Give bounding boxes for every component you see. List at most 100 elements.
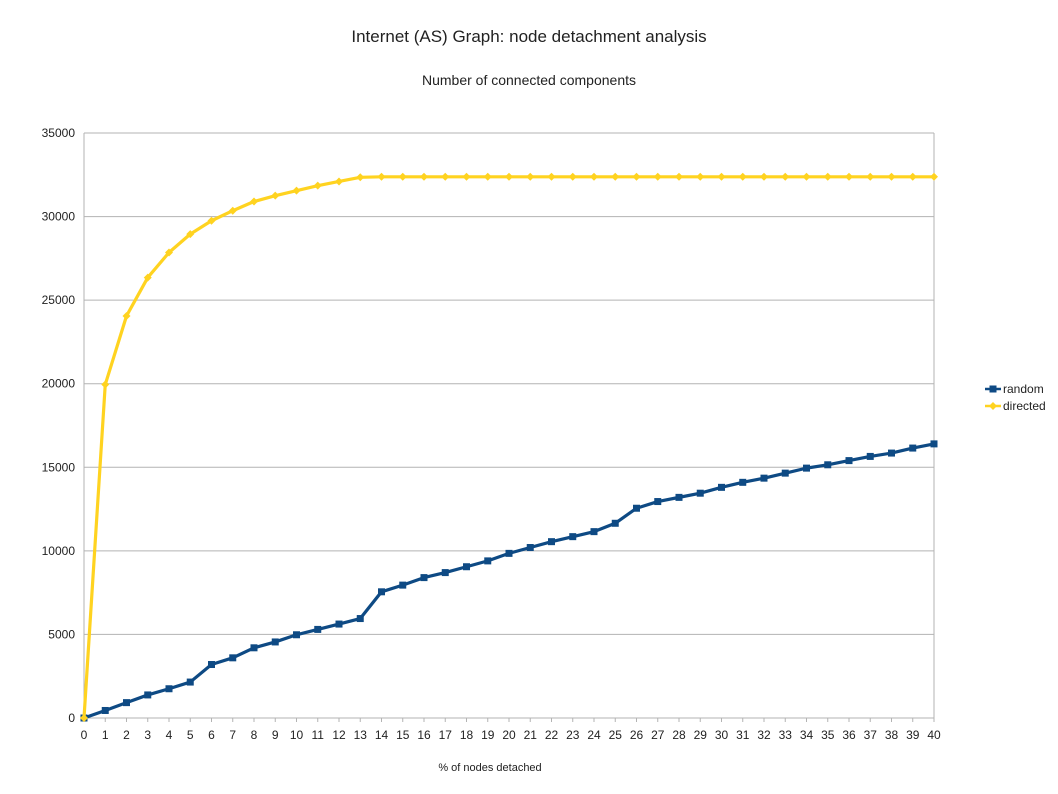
x-tick-label: 20: [502, 728, 516, 742]
data-point-random: [420, 574, 428, 582]
data-point-random: [548, 538, 555, 546]
data-point-random: [866, 452, 874, 460]
data-point-random: [675, 493, 683, 501]
series-random: [80, 440, 938, 722]
x-tick-label: 36: [842, 728, 856, 742]
data-point-random: [526, 544, 534, 552]
data-point-directed: [653, 172, 662, 181]
data-point-random: [611, 519, 619, 527]
legend-item-directed: directed: [985, 399, 1046, 413]
x-tick-label: 3: [144, 728, 151, 742]
data-point-random: [760, 474, 768, 482]
data-point-random: [208, 661, 215, 669]
data-point-random: [484, 557, 492, 565]
data-point-random: [505, 549, 513, 557]
data-point-random: [293, 631, 300, 639]
data-point-directed: [483, 172, 492, 181]
x-tick-label: 18: [460, 728, 474, 742]
data-point-random: [101, 706, 109, 714]
y-tick-label: 35000: [42, 126, 76, 140]
data-point-directed: [930, 172, 938, 181]
data-point-random: [739, 478, 747, 486]
data-point-directed: [377, 172, 386, 181]
x-tick-label: 16: [417, 728, 431, 742]
data-point-directed: [781, 172, 790, 181]
data-point-directed: [186, 230, 195, 239]
data-point-directed: [122, 312, 131, 321]
data-point-random: [271, 638, 279, 646]
data-point-directed: [143, 273, 152, 282]
data-point-random: [229, 654, 237, 662]
series: [80, 172, 938, 722]
data-point-random: [186, 678, 194, 686]
legend-label: random: [1003, 382, 1044, 396]
x-tick-label: 31: [736, 728, 750, 742]
data-point-random: [633, 504, 640, 512]
legend-item-random: random: [985, 382, 1044, 396]
data-point-directed: [590, 172, 598, 181]
x-tick-label: 15: [396, 728, 410, 742]
y-tick-label: 0: [68, 711, 75, 725]
x-tick-label: 11: [312, 728, 325, 742]
x-tick-label: 6: [208, 728, 215, 742]
chart-title: Internet (AS) Graph: node detachment ana…: [351, 27, 707, 46]
data-point-directed: [80, 714, 88, 722]
data-point-directed: [866, 172, 875, 181]
data-point-random: [378, 588, 385, 596]
data-point-directed: [292, 186, 301, 195]
x-tick-label: 40: [927, 728, 941, 742]
grid: [84, 132, 935, 719]
data-point-directed: [611, 172, 620, 181]
x-tick-label: 30: [715, 728, 729, 742]
data-point-directed: [313, 181, 322, 190]
x-tick-label: 34: [800, 728, 814, 742]
data-point-directed: [823, 172, 832, 181]
x-tick-label: 26: [630, 728, 644, 742]
series-directed: [80, 172, 938, 722]
data-point-random: [845, 457, 853, 465]
legend-swatch-marker: [989, 402, 997, 410]
data-point-directed: [568, 172, 577, 181]
x-tick-label: 24: [587, 728, 601, 742]
legend-label: directed: [1003, 399, 1046, 413]
data-point-directed: [271, 191, 280, 200]
data-point-directed: [101, 380, 110, 389]
x-tick-label: 8: [251, 728, 258, 742]
data-point-directed: [760, 172, 768, 181]
data-point-directed: [420, 172, 428, 181]
x-tick-label: 25: [609, 728, 623, 742]
x-tick-label: 28: [672, 728, 686, 742]
data-point-random: [399, 581, 407, 589]
data-point-random: [930, 440, 938, 448]
y-tick-label: 5000: [48, 627, 75, 641]
data-point-directed: [462, 172, 471, 181]
data-point-directed: [228, 206, 237, 215]
x-tick-label: 29: [694, 728, 708, 742]
x-tick-label: 39: [906, 728, 920, 742]
data-point-random: [335, 620, 343, 628]
x-axis-label: % of nodes detached: [438, 762, 542, 774]
data-point-random: [463, 563, 470, 571]
series-line-directed: [82, 175, 934, 719]
data-point-random: [781, 469, 789, 477]
legend-swatch-marker: [989, 385, 997, 393]
data-point-directed: [675, 172, 683, 181]
x-tick-label: 22: [545, 728, 559, 742]
data-point-directed: [547, 172, 556, 181]
data-point-directed: [398, 172, 407, 181]
data-point-random: [569, 533, 577, 541]
data-point-directed: [632, 172, 641, 181]
data-point-directed: [356, 173, 365, 182]
data-point-directed: [908, 172, 917, 181]
x-tick-label: 27: [651, 728, 665, 742]
x-tick-label: 14: [375, 728, 389, 742]
x-tick-label: 7: [229, 728, 236, 742]
x-tick-label: 13: [354, 728, 368, 742]
data-point-directed: [717, 172, 726, 181]
x-tick-label: 33: [779, 728, 793, 742]
x-tick-label: 21: [524, 728, 538, 742]
x-tick-label: 10: [290, 728, 304, 742]
data-point-directed: [165, 248, 173, 257]
